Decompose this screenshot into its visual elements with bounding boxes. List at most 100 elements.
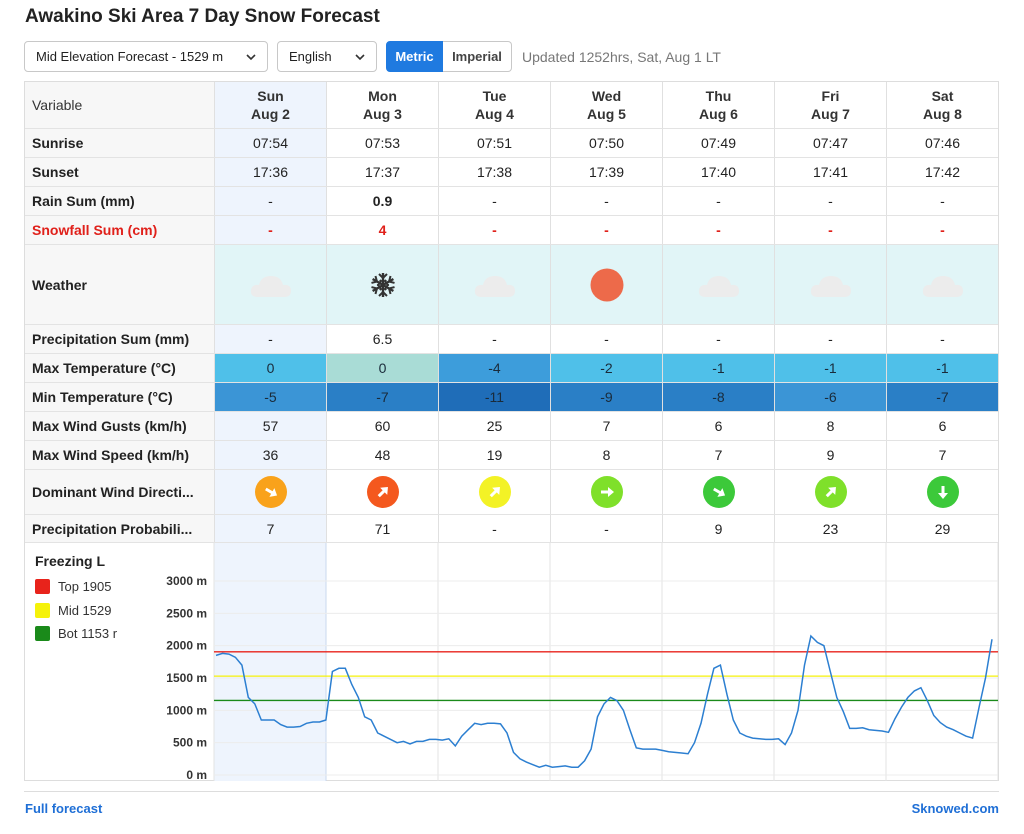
day-date: Aug 7 <box>811 106 850 122</box>
sun-icon <box>590 268 623 301</box>
wind-direction-icon <box>478 476 511 508</box>
row-mintemp: Min Temperature (°C) -5 -7 -11 -9 -8 -6 -7 <box>25 383 998 412</box>
row-label-windspeed: Max Wind Speed (km/h) <box>25 441 214 469</box>
value-cell-snowfall: - <box>550 216 662 244</box>
value-cell-precipprob: 71 <box>326 515 438 542</box>
legend-item-top: Top 1905 <box>35 575 130 599</box>
weather-cell <box>550 245 662 324</box>
wind-direction-icon <box>702 476 735 508</box>
freezing-level-chart-svg: 3000 m 2500 m 2000 m 1500 m 1000 m 500 m 0 m <box>166 543 998 781</box>
value-cell-gusts: 25 <box>438 412 550 440</box>
language-select[interactable]: English <box>277 41 377 72</box>
value-cell-precipprob: 29 <box>886 515 998 542</box>
day-of-week: Thu <box>705 88 732 104</box>
value-cell-mintemp: -5 <box>214 383 326 411</box>
day-header[interactable]: Mon Aug 3 <box>326 82 438 128</box>
value-cell-sunset: 17:36 <box>214 158 326 186</box>
row-weather: Weather <box>25 245 998 325</box>
updated-timestamp: Updated 1252hrs, Sat, Aug 1 LT <box>522 48 721 65</box>
full-forecast-link[interactable]: Full forecast <box>25 801 103 816</box>
cloud-icon <box>474 275 515 297</box>
imperial-button[interactable]: Imperial <box>443 41 512 72</box>
y-tick-label: 500 m <box>173 736 207 750</box>
y-tick-label: 0 m <box>186 768 207 781</box>
value-cell-mintemp: -7 <box>326 383 438 411</box>
value-cell-snowfall: - <box>214 216 326 244</box>
value-cell-maxtemp: -4 <box>438 354 550 382</box>
value-cell-precip: - <box>662 325 774 353</box>
weather-cell <box>774 245 886 324</box>
day-header[interactable]: Fri Aug 7 <box>774 82 886 128</box>
day-date: Aug 4 <box>475 106 514 122</box>
day-of-week: Tue <box>482 88 507 104</box>
day-header[interactable]: Wed Aug 5 <box>550 82 662 128</box>
y-tick-label: 1000 m <box>166 703 207 717</box>
value-cell-sunset: 17:38 <box>438 158 550 186</box>
value-cell-maxtemp: 0 <box>214 354 326 382</box>
value-cell-precip: - <box>886 325 998 353</box>
day-of-week: Sat <box>931 88 954 104</box>
row-label-precip: Precipitation Sum (mm) <box>25 325 214 353</box>
arrow-icon <box>712 487 725 497</box>
row-label-maxtemp: Max Temperature (°C) <box>25 354 214 382</box>
day-header[interactable]: Tue Aug 4 <box>438 82 550 128</box>
value-cell-rain: - <box>214 187 326 215</box>
day-of-week: Fri <box>821 88 840 104</box>
row-label-snowfall: Snowfall Sum (cm) <box>25 216 214 244</box>
controls-bar: Mid Elevation Forecast - 1529 m English … <box>24 41 721 72</box>
value-cell-rain: - <box>550 187 662 215</box>
wind-direction-cell <box>662 470 774 514</box>
weather-cell <box>662 245 774 324</box>
wind-direction-cell <box>438 470 550 514</box>
value-cell-windspeed: 7 <box>662 441 774 469</box>
day-header[interactable]: Thu Aug 6 <box>662 82 774 128</box>
day-header[interactable]: Sun Aug 2 <box>214 82 326 128</box>
value-cell-precip: - <box>438 325 550 353</box>
value-cell-gusts: 7 <box>550 412 662 440</box>
value-cell-windspeed: 19 <box>438 441 550 469</box>
value-cell-precipprob: 23 <box>774 515 886 542</box>
value-cell-precipprob: 9 <box>662 515 774 542</box>
day-header[interactable]: Sat Aug 8 <box>886 82 998 128</box>
value-cell-precipprob: 7 <box>214 515 326 542</box>
value-cell-maxtemp: 0 <box>326 354 438 382</box>
page-title: Awakino Ski Area 7 Day Snow Forecast <box>25 6 380 27</box>
row-precip: Precipitation Sum (mm) -6.5- - - - - <box>25 325 998 354</box>
chart-title: Freezing L <box>35 553 106 569</box>
metric-button[interactable]: Metric <box>386 41 443 72</box>
day-date: Aug 6 <box>699 106 738 122</box>
legend-label-bot: Bot 1153 r <box>58 626 118 642</box>
sknowed-link[interactable]: Sknowed.com <box>911 801 999 816</box>
elevation-select-value: Mid Elevation Forecast - 1529 m <box>36 49 224 64</box>
row-label-weather: Weather <box>25 245 214 324</box>
value-cell-sunrise: 07:47 <box>774 129 886 157</box>
value-cell-sunrise: 07:53 <box>326 129 438 157</box>
day-date: Aug 8 <box>923 106 962 122</box>
chart-legend: Freezing L Top 1905 Mid 1529 Bot 1153 r <box>35 553 215 646</box>
value-cell-sunset: 17:40 <box>662 158 774 186</box>
cloud-icon <box>922 275 963 297</box>
value-cell-mintemp: -8 <box>662 383 774 411</box>
value-cell-windspeed: 8 <box>550 441 662 469</box>
value-cell-rain: 0.9 <box>326 187 438 215</box>
value-cell-sunset: 17:41 <box>774 158 886 186</box>
row-rain: Rain Sum (mm) -0.9- - - - - <box>25 187 998 216</box>
value-cell-precipprob: - <box>550 515 662 542</box>
cloud-icon <box>810 275 851 297</box>
y-tick-label: 2000 m <box>166 639 207 653</box>
wind-direction-cell <box>214 470 326 514</box>
wind-direction-icon <box>814 476 847 508</box>
elevation-select[interactable]: Mid Elevation Forecast - 1529 m <box>24 41 268 72</box>
value-cell-mintemp: -11 <box>438 383 550 411</box>
row-label-sunset: Sunset <box>25 158 214 186</box>
value-cell-gusts: 6 <box>662 412 774 440</box>
snowflake-icon <box>370 272 395 297</box>
row-winddir: Dominant Wind Directi... <box>25 470 998 515</box>
legend-label-top: Top 1905 <box>58 579 112 595</box>
legend-item-mid: Mid 1529 <box>35 599 130 623</box>
cloud-icon <box>250 275 291 297</box>
row-label-rain: Rain Sum (mm) <box>25 187 214 215</box>
row-snowfall: Snowfall Sum (cm) -4- - - - - <box>25 216 998 245</box>
value-cell-precip: - <box>550 325 662 353</box>
value-cell-sunset: 17:37 <box>326 158 438 186</box>
